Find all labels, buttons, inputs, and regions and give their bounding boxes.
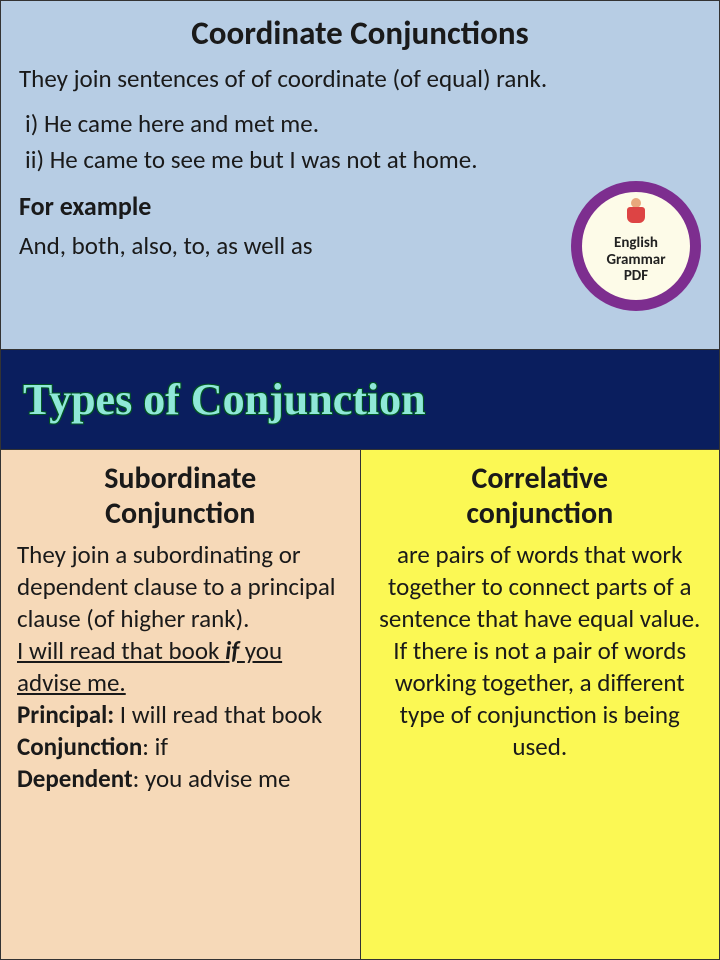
girl-icon	[625, 198, 647, 226]
badge-outer-ring: English Grammar PDF	[571, 181, 701, 311]
dependent-label: Dependent	[17, 763, 133, 794]
subordinate-body: They join a subordinating or dependent c…	[17, 539, 344, 795]
subordinate-intro: They join a subordinating or dependent c…	[17, 539, 336, 634]
subordinate-example-part1: I will read that book	[17, 635, 225, 666]
types-banner: Types of Conjunction	[0, 350, 720, 450]
badge-text: English Grammar PDF	[606, 235, 665, 285]
correlative-column: Correlativeconjunction are pairs of word…	[360, 450, 720, 960]
coordinate-example-list: i) He came here and met me. ii) He came …	[19, 106, 701, 179]
principal-text: I will read that book	[114, 699, 322, 730]
logo-badge: English Grammar PDF	[571, 181, 701, 311]
subordinate-example-if: if	[225, 635, 245, 666]
example-one: i) He came here and met me.	[25, 106, 701, 142]
coordinate-title: Coordinate Conjunctions	[19, 13, 701, 53]
coordinate-description: They join sentences of of coordinate (of…	[19, 63, 701, 96]
principal-label: Principal:	[17, 699, 114, 730]
dependent-text: : you advise me	[133, 763, 291, 794]
correlative-title: Correlativeconjunction	[377, 462, 704, 531]
subordinate-title: SubordinateConjunction	[17, 462, 344, 531]
columns-wrapper: SubordinateConjunction They join a subor…	[0, 450, 720, 960]
conjunction-label: Conjunction	[17, 731, 142, 762]
coordinate-panel: Coordinate Conjunctions They join senten…	[0, 0, 720, 350]
types-banner-text: Types of Conjunction	[23, 374, 426, 425]
badge-inner-circle: English Grammar PDF	[582, 192, 690, 300]
example-two: ii) He came to see me but I was not at h…	[25, 142, 701, 178]
subordinate-column: SubordinateConjunction They join a subor…	[0, 450, 360, 960]
conjunction-text: : if	[142, 731, 168, 762]
correlative-body: are pairs of words that work together to…	[377, 539, 704, 763]
